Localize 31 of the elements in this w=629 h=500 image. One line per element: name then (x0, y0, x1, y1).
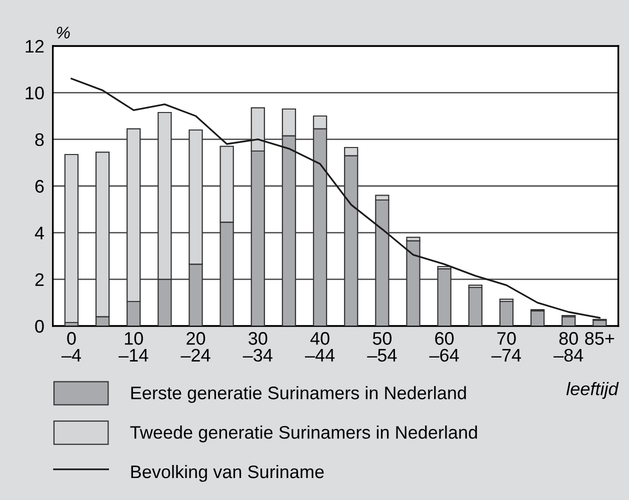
x-tick-label: 60 –64 (429, 332, 459, 362)
x-tick-label: 85+ (585, 332, 614, 345)
x-axis-title: leeftijd (566, 382, 619, 399)
x-tick-label: 70 –74 (491, 332, 521, 362)
y-tick-label: 2 (35, 273, 44, 286)
x-tick-label: 50 –54 (367, 332, 397, 362)
bar (499, 300, 514, 326)
y-tick-label: 4 (34, 226, 44, 240)
y-tick-label: 6 (35, 180, 44, 193)
bar (375, 199, 390, 326)
legend-label: Tweede generatie Surinamers in Nederland (130, 426, 477, 442)
bar (468, 286, 482, 326)
y-tick-label: 12 (26, 40, 44, 53)
bar (530, 310, 545, 326)
y-tick-label: 10 (26, 86, 44, 100)
legend-label: Eerste generatie Surinamers in Nederland (131, 386, 466, 403)
legend-label: Bevolking van Suriname (131, 464, 324, 482)
y-tick-label: 8 (35, 133, 44, 146)
x-tick-label: 20 –24 (180, 332, 210, 362)
line-series (70, 78, 600, 319)
bar (406, 240, 420, 326)
x-tick-label: 80 –84 (554, 332, 584, 362)
y-axis-title: % (56, 26, 70, 38)
x-tick-label: 10 –14 (118, 332, 148, 362)
bar (64, 154, 79, 324)
bar (562, 316, 576, 326)
bar (437, 268, 452, 326)
x-tick-label: 0 –4 (61, 332, 81, 362)
x-tick-label: 40 –44 (304, 332, 335, 362)
x-tick-label: 30 –34 (242, 332, 272, 362)
y-tick-label: 0 (35, 320, 44, 333)
